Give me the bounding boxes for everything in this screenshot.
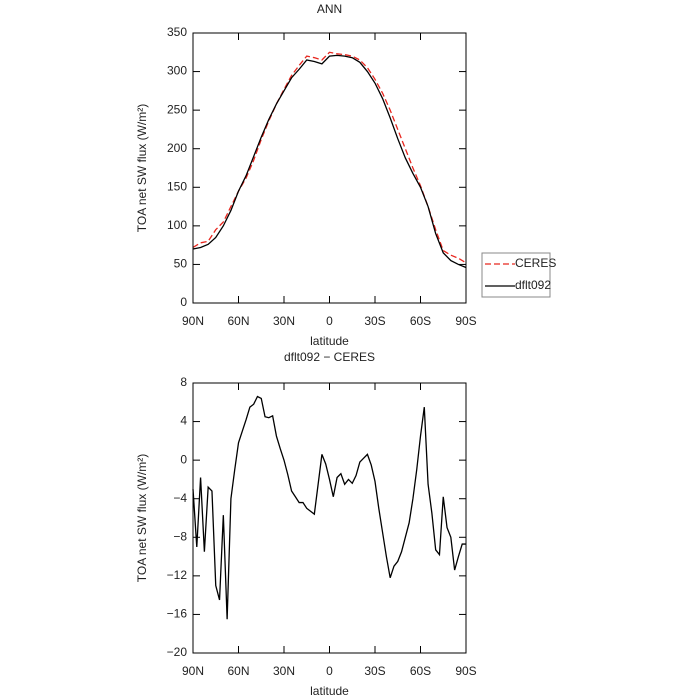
x-tick-label: 30S [364, 664, 385, 678]
x-tick-label: 60S [410, 314, 431, 328]
y-tick-label: 8 [180, 375, 187, 389]
legend-label: dflt092 [515, 278, 551, 292]
plot-frame [192, 382, 467, 654]
chart-title: dflt092 − CERES [284, 350, 375, 364]
x-tick-label: 30N [273, 314, 295, 328]
x-tick-label: 90N [182, 314, 204, 328]
y-axis-label: TOA net SW flux (W/m²) [135, 454, 149, 582]
y-tick-label: −4 [173, 491, 187, 505]
x-tick-label: 60N [227, 664, 249, 678]
plot-frame [192, 32, 467, 304]
data-line [192, 51, 467, 264]
x-tick-label: 60S [410, 664, 431, 678]
y-axis-label: TOA net SW flux (W/m²) [135, 104, 149, 232]
y-tick-label: −8 [173, 529, 187, 543]
x-tick-label: 60N [227, 314, 249, 328]
x-tick-label: 30S [364, 314, 385, 328]
y-tick-label: 100 [167, 218, 187, 232]
x-tick-label: 0 [326, 314, 333, 328]
y-tick-label: 300 [167, 64, 187, 78]
y-tick-label: 0 [180, 295, 187, 309]
data-line [192, 54, 467, 269]
y-tick-label: 4 [180, 414, 187, 428]
chart-title: ANN [317, 2, 342, 16]
x-tick-label: 90S [455, 314, 476, 328]
x-axis-label: latitude [310, 684, 349, 698]
y-tick-label: 200 [167, 141, 187, 155]
x-tick-label: 90N [182, 664, 204, 678]
y-tick-label: 0 [180, 452, 187, 466]
y-tick-label: −20 [167, 645, 188, 659]
x-axis-label: latitude [310, 334, 349, 348]
legend-box [481, 252, 551, 298]
y-tick-label: −16 [167, 607, 188, 621]
legend-label: CERES [515, 256, 556, 270]
y-tick-label: 250 [167, 102, 187, 116]
x-tick-label: 90S [455, 664, 476, 678]
x-tick-label: 30N [273, 664, 295, 678]
y-tick-label: −12 [167, 568, 188, 582]
y-tick-label: 150 [167, 179, 187, 193]
data-line [192, 395, 466, 620]
y-tick-label: 50 [174, 257, 188, 271]
y-tick-label: 350 [167, 25, 187, 39]
x-tick-label: 0 [326, 664, 333, 678]
